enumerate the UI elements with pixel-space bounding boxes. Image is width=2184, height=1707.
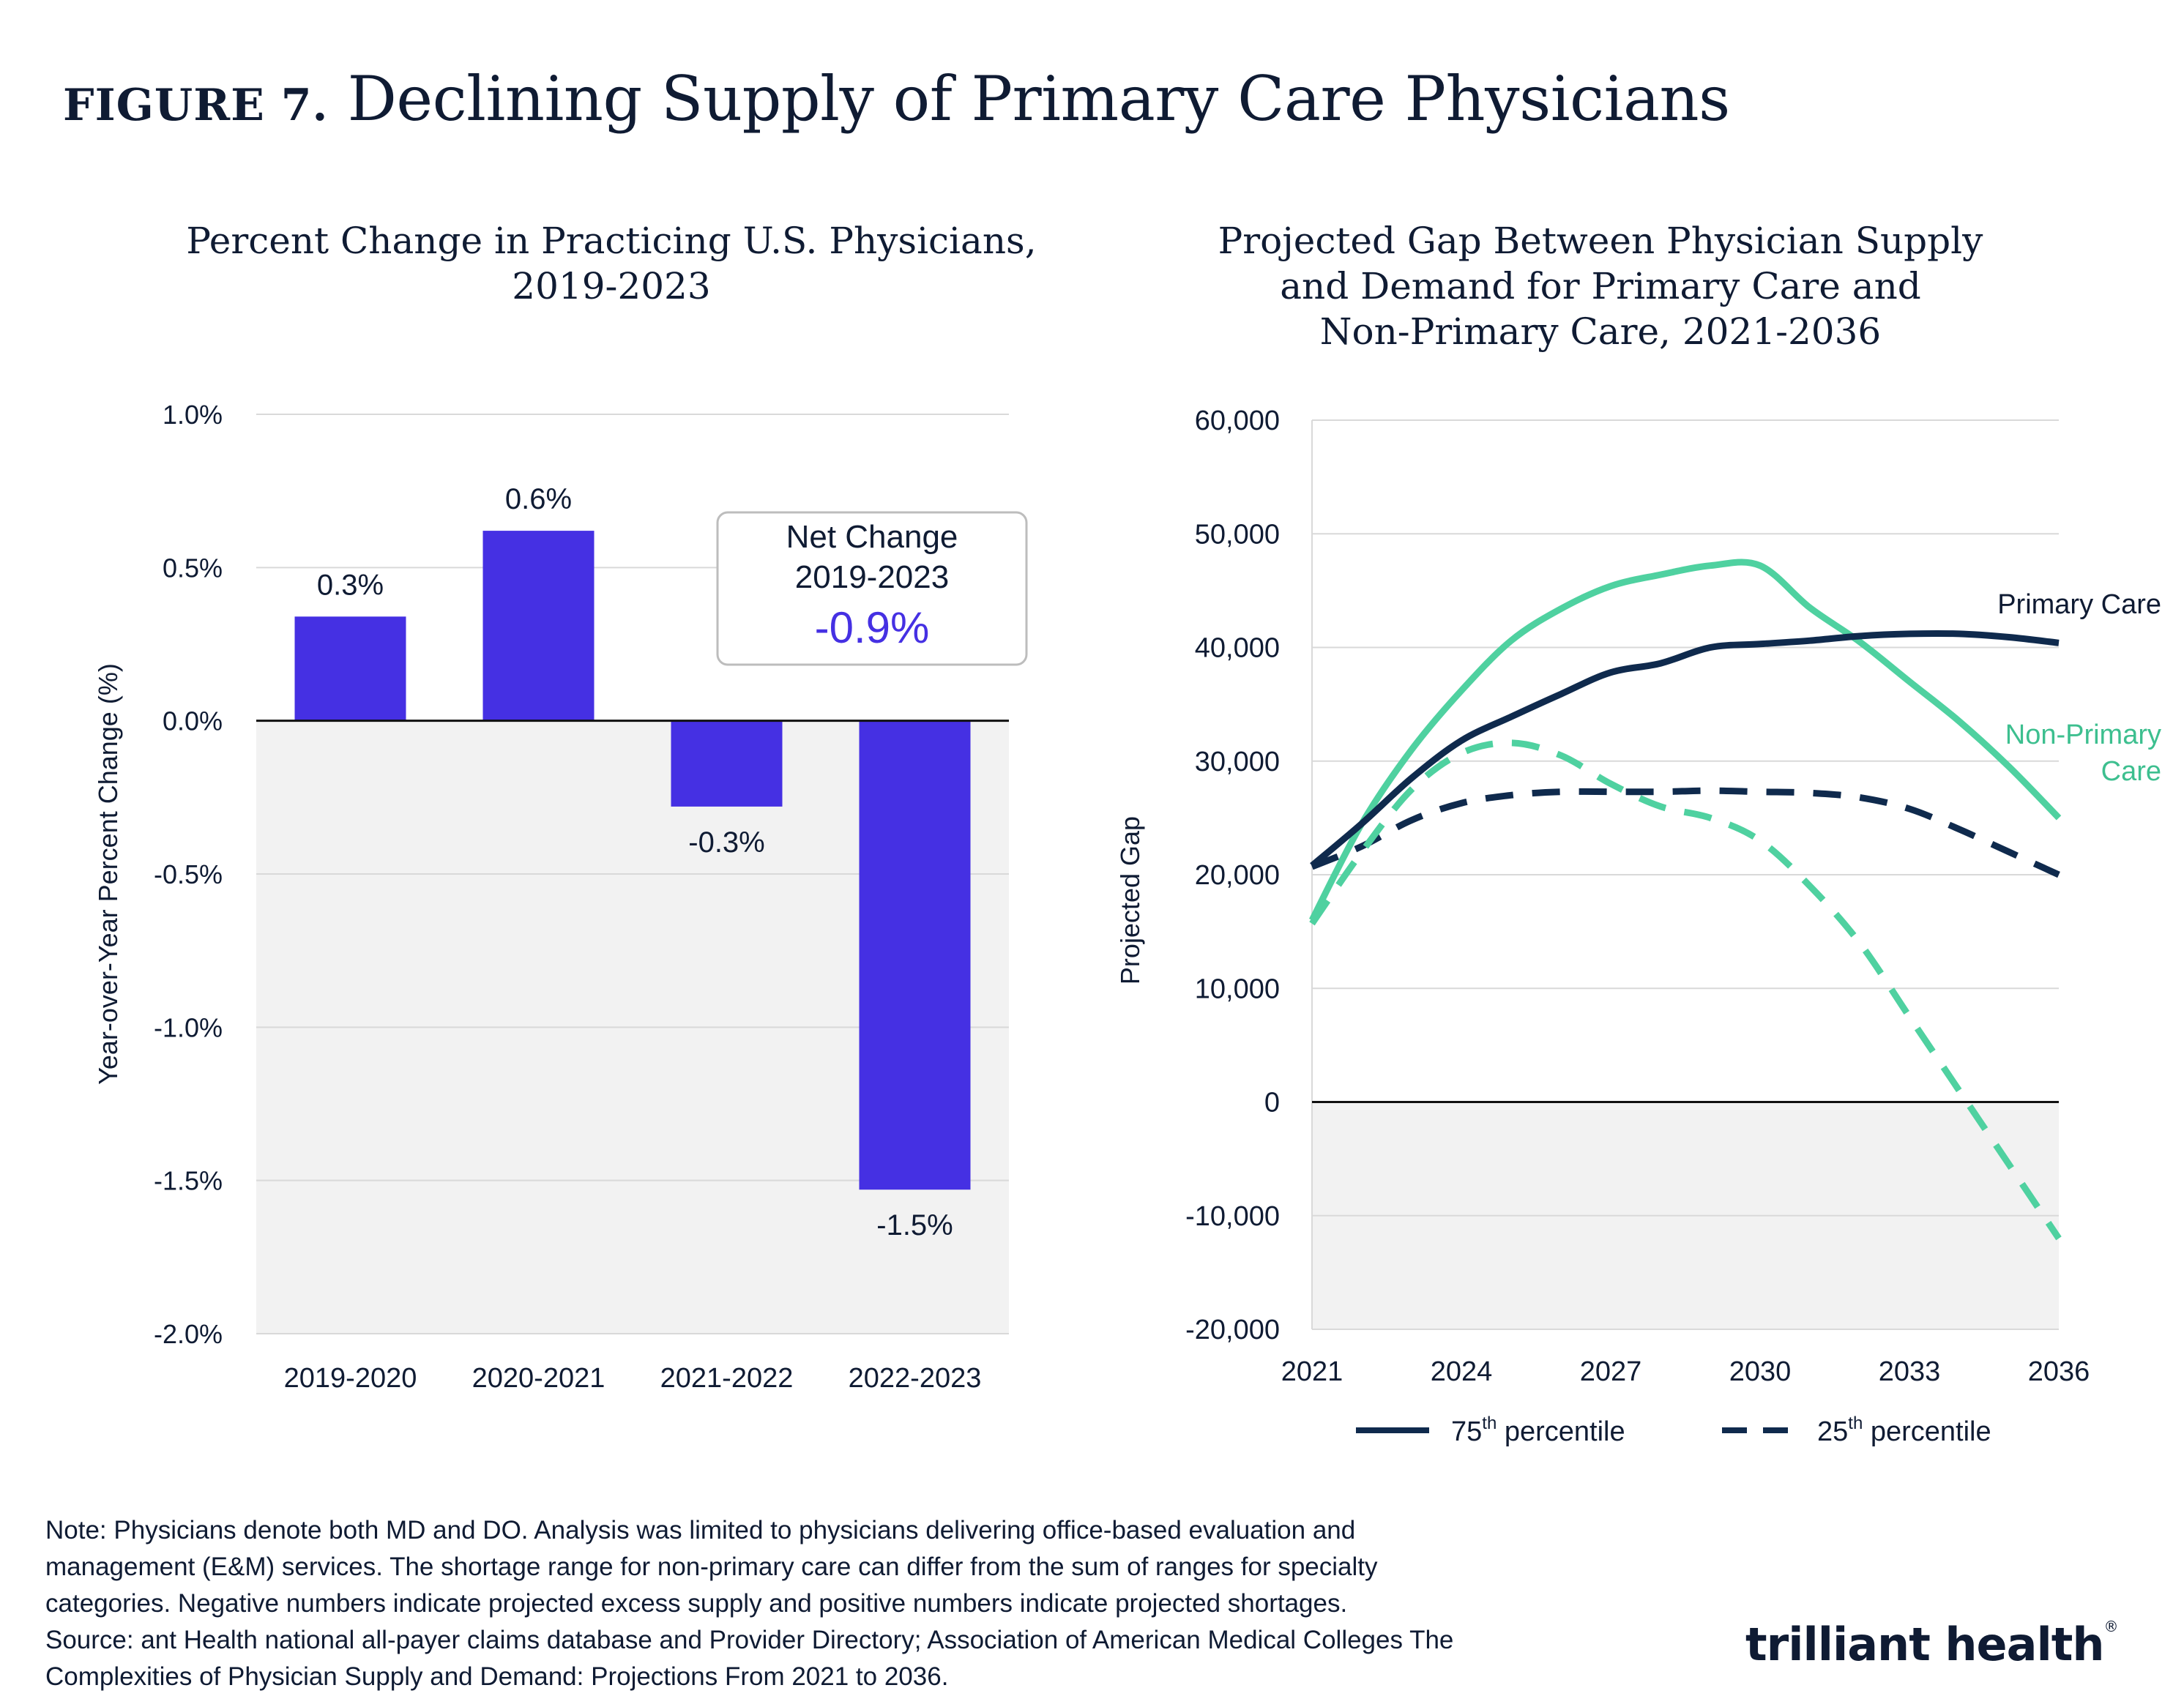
- legend-label: 75th percentile: [1451, 1413, 1625, 1447]
- bar-value-label: 0.3%: [317, 569, 384, 601]
- y-axis-label: Year-over-Year Percent Change (%): [93, 663, 123, 1085]
- bar-value-label: -0.3%: [688, 826, 765, 859]
- x-tick-label: 2021: [1281, 1356, 1343, 1387]
- y-tick-label: 0: [1264, 1088, 1280, 1118]
- y-tick-label: -10,000: [1185, 1201, 1280, 1232]
- bar: [482, 531, 595, 721]
- x-tick-label: 2022-2023: [849, 1363, 982, 1394]
- figure-title: FIGURE 7. Declining Supply of Primary Ca…: [63, 63, 1730, 135]
- y-axis-label: Projected Gap: [1115, 816, 1145, 985]
- footnote-line: Complexities of Physician Supply and Dem…: [45, 1662, 949, 1691]
- footnote-line: categories. Negative numbers indicate pr…: [45, 1589, 1348, 1618]
- figure-title-text: Declining Supply of Primary Care Physici…: [347, 63, 1731, 135]
- y-tick-label: 30,000: [1195, 747, 1280, 777]
- footnote-line: Source: ant Health national all-payer cl…: [45, 1626, 1454, 1654]
- primary-care-25th-line: [1311, 787, 2060, 878]
- footnote-line: Note: Physicians denote both MD and DO. …: [45, 1516, 1356, 1544]
- bar: [294, 616, 406, 721]
- line-chart-title: Non-Primary Care, 2021-2036: [1320, 310, 1881, 353]
- line-chart: Projected Gap Between Physician Supplyan…: [1115, 220, 2161, 1447]
- bar-chart: Percent Change in Practicing U.S. Physic…: [93, 220, 1037, 1394]
- net-change-value: -0.9%: [815, 603, 930, 652]
- non-primary-care-75th-line: [1308, 559, 2062, 922]
- legend-label: 25th percentile: [1817, 1413, 1991, 1447]
- bar: [859, 720, 971, 1190]
- y-tick-label: -20,000: [1185, 1315, 1280, 1345]
- line-chart-title: Projected Gap Between Physician Supply: [1218, 220, 1984, 262]
- non-primary-care-label: Non-Primary: [2005, 720, 2161, 750]
- x-tick-label: 2019-2020: [284, 1363, 417, 1394]
- y-tick-label: -2.0%: [154, 1319, 223, 1349]
- non-primary-care-25th-line: [1309, 739, 2062, 1241]
- y-tick-label: 0.5%: [163, 553, 223, 583]
- bar-chart-title: 2019-2023: [512, 265, 710, 307]
- footnote-line: management (E&M) services. The shortage …: [45, 1553, 1378, 1581]
- x-tick-label: 2027: [1580, 1356, 1642, 1387]
- brand-logo: trilliant health®: [1745, 1618, 2118, 1671]
- net-change-box: [716, 511, 1028, 666]
- bar-value-label: 0.6%: [505, 483, 572, 515]
- x-tick-label: 2030: [1729, 1356, 1792, 1387]
- net-change-label: 2019-2023: [795, 559, 949, 595]
- bar-chart-title: Percent Change in Practicing U.S. Physic…: [186, 220, 1036, 262]
- y-tick-label: 20,000: [1195, 860, 1280, 891]
- y-tick-label: 40,000: [1195, 633, 1280, 664]
- brand-logo-text: trilliant health: [1745, 1618, 2104, 1671]
- x-tick-label: 2033: [1879, 1356, 1941, 1387]
- footnote: Note: Physicians denote both MD and DO. …: [45, 1512, 1656, 1695]
- y-tick-label: -1.0%: [154, 1012, 223, 1042]
- y-tick-label: 1.0%: [163, 400, 223, 430]
- bar-value-label: -1.5%: [876, 1209, 953, 1241]
- y-tick-label: -0.5%: [154, 859, 223, 889]
- registered-mark: ®: [2103, 1618, 2118, 1635]
- primary-care-75th-line: [1310, 630, 2060, 869]
- y-tick-label: -1.5%: [154, 1166, 223, 1196]
- net-change-label: Net Change: [786, 519, 958, 555]
- line-chart-title: and Demand for Primary Care and: [1280, 265, 1921, 307]
- y-tick-label: 60,000: [1195, 406, 1280, 436]
- y-tick-label: 50,000: [1195, 519, 1280, 550]
- primary-care-label: Primary Care: [1997, 589, 2161, 620]
- x-tick-label: 2021-2022: [660, 1363, 794, 1394]
- non-primary-care-label: Care: [2101, 756, 2161, 787]
- figure-label: FIGURE 7.: [63, 80, 329, 131]
- x-tick-label: 2020-2021: [472, 1363, 605, 1394]
- bar: [671, 720, 783, 807]
- y-tick-label: 10,000: [1195, 974, 1280, 1004]
- x-tick-label: 2036: [2028, 1356, 2090, 1387]
- x-tick-label: 2024: [1431, 1356, 1493, 1387]
- y-tick-label: 0.0%: [163, 706, 223, 736]
